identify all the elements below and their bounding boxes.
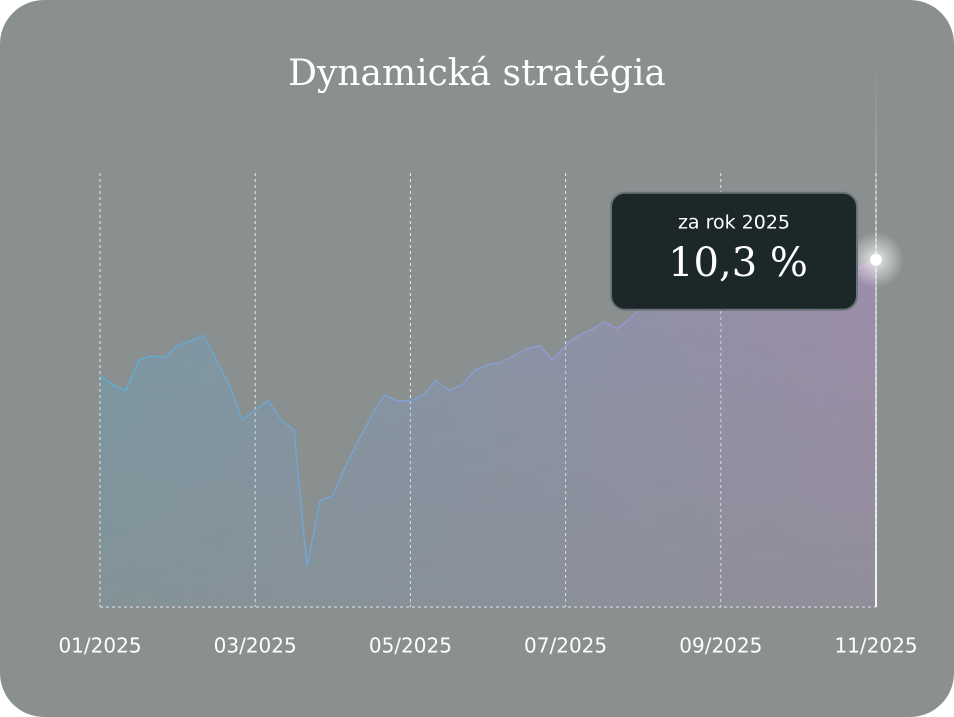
tooltip-box [610,191,858,311]
tooltip: za rok 2025 10,3 % [610,191,858,311]
x-tick-label: 03/2025 [214,634,297,658]
x-tick-label: 11/2025 [834,634,917,658]
end-point [870,253,882,266]
x-tick-label: 05/2025 [369,634,452,658]
area [100,259,876,607]
tooltip-label: za rok 2025 [678,211,790,233]
tooltip-value: 10,3 % [668,240,808,286]
x-tick-label: 07/2025 [524,634,607,658]
x-tick-label: 09/2025 [679,634,762,658]
chart-title: Dynamická stratégia [288,53,666,94]
highlight-line [875,60,877,607]
x-tick-label: 01/2025 [58,634,141,658]
